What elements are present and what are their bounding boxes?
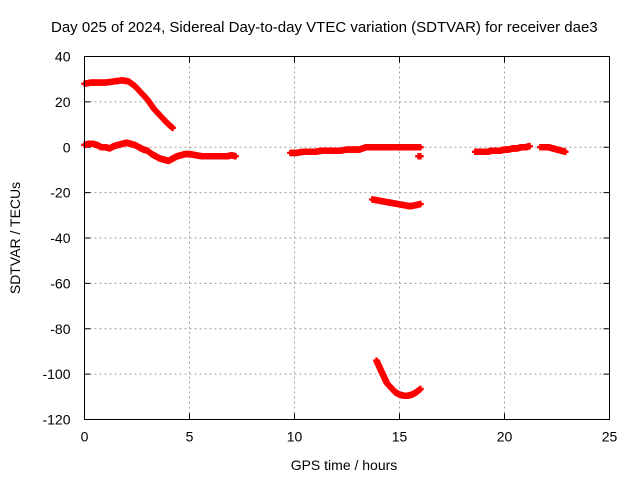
- x-tick-label: 5: [186, 429, 194, 445]
- data-point: [169, 124, 176, 132]
- data-point: [417, 385, 424, 393]
- data-point: [526, 142, 533, 150]
- axis-ticks: 0 5 10 15 20 25 40 20 0 -20 -40 -60 -80 -100 -120: [42, 49, 617, 445]
- x-tick-label: 20: [497, 429, 513, 445]
- x-tick-label: 10: [287, 429, 303, 445]
- y-tick-label: -60: [50, 275, 70, 291]
- data-point: [417, 153, 424, 160]
- y-tick-label: -80: [50, 321, 70, 337]
- y-tick-label: 20: [55, 94, 71, 110]
- y-tick-label: 0: [63, 139, 71, 155]
- series-track-g: [537, 144, 569, 155]
- x-tick-label: 25: [602, 429, 618, 445]
- y-tick-label: 40: [55, 49, 71, 65]
- series-track-c-tail: [415, 153, 424, 160]
- grid-lines: [84, 56, 610, 420]
- plot-frame: [84, 56, 610, 420]
- series-track-e: [373, 357, 424, 399]
- data-point: [417, 200, 424, 208]
- series-track-d: [369, 196, 424, 210]
- x-axis-label: GPS time / hours: [291, 457, 398, 473]
- series-track-f: [471, 142, 533, 155]
- y-axis-label: SDTVAR / TECUs: [7, 182, 23, 294]
- series-track-b: [81, 139, 239, 165]
- y-tick-label: -120: [42, 412, 70, 428]
- data-points: [81, 77, 569, 399]
- x-tick-label: 0: [81, 429, 89, 445]
- y-tick-label: -100: [42, 366, 70, 382]
- series-track-c: [287, 144, 424, 157]
- y-tick-label: -20: [50, 185, 70, 201]
- data-point: [562, 148, 569, 155]
- y-tick-label: -40: [50, 230, 70, 246]
- data-point: [232, 153, 239, 160]
- series-track-a-upper: [81, 77, 176, 132]
- data-point: [417, 144, 424, 151]
- x-tick-label: 15: [392, 429, 408, 445]
- chart-title: Day 025 of 2024, Sidereal Day-to-day VTE…: [51, 19, 598, 36]
